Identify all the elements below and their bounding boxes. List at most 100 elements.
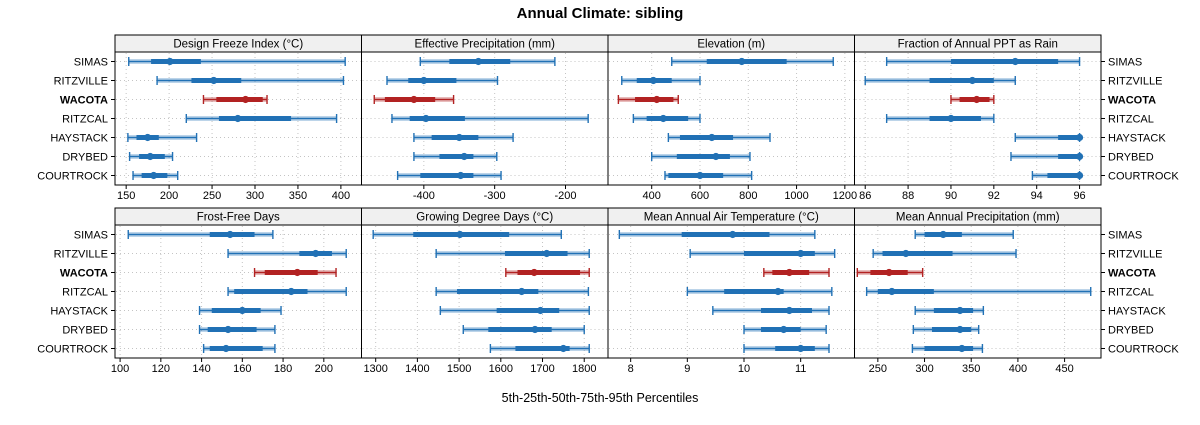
median-dot [958,344,966,353]
percentile-row-ritzcal [362,114,607,123]
panel-header-label: Growing Degree Days (°C) [416,212,553,224]
percentile-row-courtrock [609,344,854,353]
row-label-left-haystack: HAYSTACK [50,305,108,317]
median-dot [708,133,716,142]
percentile-row-ritzcal [362,287,607,296]
median-dot [1011,57,1019,66]
median-dot [653,95,661,104]
percentile-row-wacota: WACOTA [855,267,1156,279]
x-tick-label: 92 [988,190,1000,202]
median-dot [226,230,234,239]
x-tick-label: 250 [203,190,221,202]
percentile-row-haystack [362,306,607,315]
panel-design-freeze-index-c: Design Freeze Index (°C) 150 200 250 300 350 4… [37,34,362,202]
x-tick-label: 9 [684,363,690,375]
row-label-right-wacota: WACOTA [1108,94,1156,106]
panel-header-label: Frost-Free Days [197,212,280,224]
percentile-row-haystack: HAYSTACK [50,305,361,317]
percentile-row-haystack: HAYSTACK [855,132,1166,144]
row-label-right-haystack: HAYSTACK [1108,305,1166,317]
percentile-row-drybed: DRYBED [62,324,361,336]
row-label-left-courtrock: COURTROCK [37,170,108,182]
panel-frost-free-days: Frost-Free Days 100 120 140 160 180 200 SIMAS RI… [37,207,362,375]
median-dot [785,306,793,315]
x-tick-label: 450 [1055,363,1073,375]
median-dot [559,344,567,353]
percentile-row-drybed [362,152,607,161]
panel-elevation-m: Elevation (m) 400 600 800 1000 1200 [607,34,857,202]
median-dot [518,287,526,296]
median-dot [1075,133,1084,142]
x-tick-label: 8 [628,363,634,375]
median-dot [293,268,301,277]
row-label-right-ritzcal: RITZCAL [1108,286,1154,298]
row-label-right-simas: SIMAS [1108,56,1142,68]
x-tick-label: 88 [902,190,914,202]
x-tick-label: 94 [1031,190,1043,202]
percentile-row-simas [362,230,607,239]
percentile-row-simas: SIMAS [855,229,1142,241]
percentile-row-ritzville [362,76,607,85]
median-dot [457,171,465,180]
percentile-row-simas [362,57,607,66]
median-dot [456,230,464,239]
row-label-left-drybed: DRYBED [62,324,108,336]
x-tick-label: 300 [915,363,933,375]
median-dot [238,306,246,315]
median-dot [410,95,418,104]
median-dot [774,287,782,296]
percentile-row-ritzcal: RITZCAL [855,286,1154,298]
median-dot [422,114,430,123]
row-label-right-ritzville: RITZVILLE [1108,248,1162,260]
percentile-row-wacota [609,268,854,277]
percentile-row-drybed [362,325,607,334]
percentile-row-ritzville [609,249,854,258]
panel-header-label: Design Freeze Index (°C) [173,39,303,51]
row-label-left-haystack: HAYSTACK [50,132,108,144]
x-tick-label: 1000 [784,190,808,202]
x-tick-label: 300 [246,190,264,202]
percentile-row-ritzcal: RITZCAL [62,113,361,125]
percentile-row-ritzcal: RITZCAL [855,113,1154,125]
percentile-row-simas: SIMAS [855,56,1142,68]
x-tick-label: 150 [117,190,135,202]
percentile-row-haystack [609,133,854,142]
x-tick-label: -300 [484,190,506,202]
percentile-row-wacota: WACOTA [60,267,361,279]
x-tick-label: 400 [643,190,661,202]
median-dot [455,133,463,142]
percentile-row-courtrock [609,171,854,180]
percentile-row-simas [609,230,854,239]
row-label-left-ritzcal: RITZCAL [62,113,108,125]
x-tick-label: 400 [332,190,350,202]
x-tick-label: -200 [554,190,576,202]
percentile-caption: 5th-25th-50th-75th-95th Percentiles [501,391,699,405]
percentile-row-ritzcal [609,114,854,123]
median-dot [144,133,152,142]
panel-header-label: Mean Annual Air Temperature (°C) [644,212,819,224]
row-label-right-courtrock: COURTROCK [1108,170,1179,182]
row-label-left-wacota: WACOTA [60,267,108,279]
percentile-row-drybed [609,325,854,334]
panel-header-label: Effective Precipitation (mm) [415,39,556,51]
percentile-row-courtrock: COURTROCK [37,170,361,182]
percentile-row-wacota [362,268,607,277]
percentile-row-simas [609,57,854,66]
row-label-right-ritzcal: RITZCAL [1108,113,1154,125]
percentile-row-ritzville: RITZVILLE [54,248,361,260]
median-dot [287,287,295,296]
percentile-row-haystack: HAYSTACK [50,132,361,144]
row-label-left-simas: SIMAS [74,229,108,241]
median-dot [222,344,230,353]
percentile-row-ritzville: RITZVILLE [855,248,1162,260]
median-dot [785,268,793,277]
panel-effective-precipitation-mm: Effective Precipitation (mm) -400 -300 -200 [361,34,609,202]
median-dot [729,230,737,239]
median-dot [234,114,242,123]
percentile-row-ritzcal: RITZCAL [62,286,361,298]
median-dot [241,95,250,104]
row-label-right-wacota: WACOTA [1108,267,1156,279]
x-tick-label: 96 [1073,190,1085,202]
